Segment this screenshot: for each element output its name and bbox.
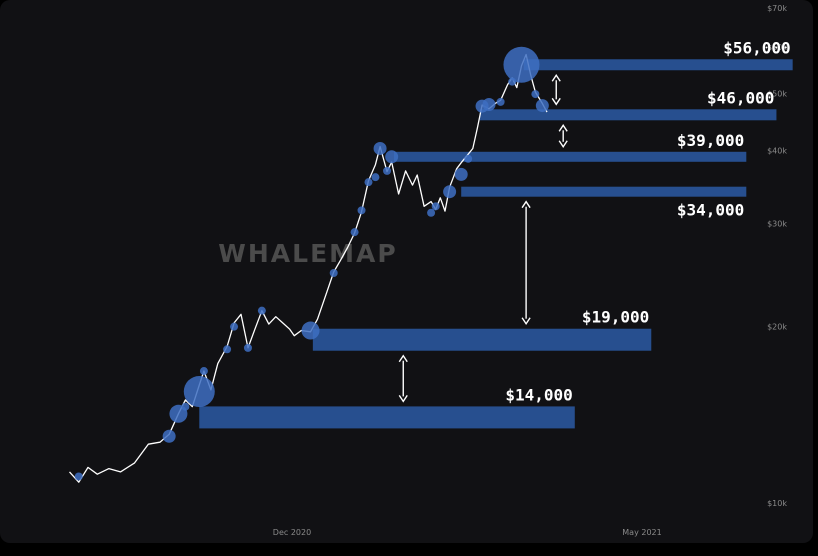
volume-marker: [223, 345, 232, 354]
level-label: $46,000: [707, 88, 774, 107]
volume-marker: [243, 343, 252, 352]
x-tick-label: Dec 2020: [273, 528, 311, 537]
volume-marker: [199, 367, 208, 376]
y-tick-label: $10k: [767, 499, 787, 508]
volume-marker: [531, 90, 540, 99]
volume-marker: [364, 178, 373, 187]
volume-marker: [329, 268, 338, 277]
level-bar: [461, 186, 747, 197]
y-tick-label: $70k: [767, 4, 787, 13]
x-tick-label: May 2021: [622, 528, 661, 537]
volume-marker: [371, 173, 380, 182]
volume-marker: [181, 402, 190, 411]
gap-arrow: [551, 74, 561, 106]
price-levels: [199, 59, 793, 429]
volume-marker: [350, 228, 359, 237]
volume-marker: [535, 99, 549, 113]
volume-marker: [482, 98, 496, 112]
level-bar: [312, 328, 652, 351]
volume-marker: [383, 166, 392, 175]
volume-marker: [496, 97, 505, 106]
volume-marker: [74, 472, 83, 481]
volume-marker: [454, 167, 468, 181]
level-bar: [479, 109, 777, 121]
volume-marker: [183, 376, 215, 408]
y-tick-label: $50k: [767, 90, 787, 99]
level-labels: $56,000 $46,000 $39,000 $34,000 $19,000 $14,0…: [505, 38, 790, 404]
level-label: $34,000: [677, 201, 744, 220]
volume-marker: [443, 185, 457, 199]
volume-marker: [230, 322, 239, 331]
volume-marker: [373, 141, 387, 155]
level-label: $14,000: [505, 385, 572, 404]
level-label: $56,000: [723, 38, 790, 57]
gap-arrow: [521, 200, 531, 325]
volume-marker: [385, 150, 399, 164]
y-tick-label: $60k: [767, 43, 787, 52]
level-label: $39,000: [677, 131, 744, 150]
volume-markers: [74, 46, 549, 481]
chart-panel: [0, 0, 813, 543]
y-tick-label: $40k: [767, 146, 787, 155]
level-bar: [199, 406, 575, 429]
volume-marker: [427, 208, 436, 217]
y-axis: $70k $60k $50k $40k $30k $20k $10k: [767, 4, 787, 508]
y-tick-label: $30k: [767, 220, 787, 229]
volume-marker: [257, 306, 266, 315]
watermark: WHALEMAP: [218, 239, 397, 268]
level-bar: [523, 59, 793, 71]
volume-marker: [503, 46, 540, 83]
level-label: $19,000: [582, 308, 649, 327]
gap-arrow: [398, 354, 408, 403]
volume-marker: [464, 154, 473, 163]
y-tick-label: $20k: [767, 323, 787, 332]
level-bar: [393, 151, 747, 162]
gap-arrow: [558, 124, 568, 149]
volume-marker: [162, 429, 176, 443]
volume-marker: [431, 202, 440, 211]
x-axis: Dec 2020 May 2021: [273, 528, 662, 537]
gap-arrows: [398, 74, 568, 403]
volume-marker: [357, 206, 366, 215]
volume-marker: [301, 321, 320, 340]
